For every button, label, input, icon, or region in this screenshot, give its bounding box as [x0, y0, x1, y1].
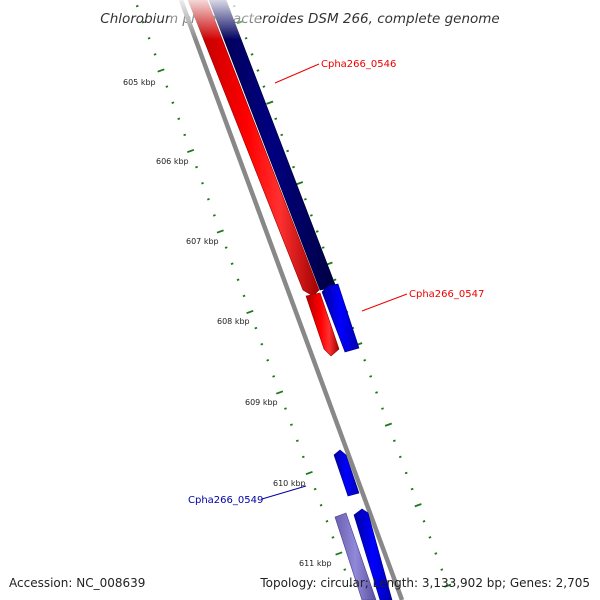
minor-tick	[301, 455, 305, 459]
minor-tick	[381, 407, 384, 410]
minor-tick	[404, 471, 408, 475]
minor-tick	[325, 520, 329, 523]
minor-tick	[422, 520, 426, 523]
outer-tick-track	[232, 4, 452, 588]
minor-tick	[250, 53, 254, 56]
minor-tick	[375, 391, 378, 394]
minor-tick	[171, 101, 175, 104]
minor-tick	[440, 568, 444, 571]
minor-tick	[141, 20, 145, 24]
minor-tick	[274, 117, 278, 121]
minor-tick	[363, 359, 367, 362]
minor-tick	[321, 246, 325, 249]
gene-label-cpha266-0546[interactable]: Cpha266_0546	[321, 59, 396, 70]
major-tick	[246, 309, 254, 315]
minor-tick	[212, 214, 216, 217]
gene-labels: Cpha266_0546 Cpha266_0547 Cpha266_0549	[188, 59, 484, 506]
minor-tick	[266, 359, 270, 362]
major-tick	[266, 100, 274, 105]
gene-label-cpha266-0549[interactable]: Cpha266_0549	[188, 495, 263, 506]
minor-tick	[135, 4, 139, 8]
gene-feature-cpha266-0546[interactable]	[187, 0, 320, 297]
gene-feature-cpha266-0547[interactable]	[305, 292, 340, 357]
minor-tick	[280, 133, 284, 137]
minor-tick	[398, 455, 402, 459]
minor-tick	[286, 149, 290, 153]
minor-tick	[292, 165, 295, 169]
minor-tick	[256, 69, 260, 72]
minor-tick	[262, 85, 266, 88]
minor-tick	[333, 278, 337, 282]
minor-tick	[165, 85, 169, 88]
tick-label: 607 kbp	[186, 237, 219, 246]
major-tick	[414, 503, 422, 508]
minor-tick	[428, 536, 432, 539]
major-tick	[186, 148, 195, 154]
tick-labels: 605 kbp 606 kbp 607 kbp 608 kbp 609 kbp …	[123, 78, 332, 568]
gene-feature-pale[interactable]	[334, 512, 377, 600]
minor-tick	[195, 165, 198, 169]
minor-tick	[343, 568, 347, 571]
accession-text: Accession: NC_008639	[9, 576, 145, 590]
feature-track	[170, 0, 393, 600]
genome-backbone	[178, 0, 405, 600]
genome-summary-text: Topology: circular; Length: 3,133,902 bp…	[259, 576, 590, 590]
tick-label: 610 kbp	[273, 479, 306, 488]
minor-tick	[260, 342, 264, 346]
leader-line-cpha266-0547	[361, 293, 408, 312]
major-tick	[335, 551, 343, 556]
leader-line-cpha266-0549	[261, 485, 307, 500]
top-fade	[170, 0, 260, 40]
minor-tick	[434, 552, 438, 555]
tick-label: 608 kbp	[217, 317, 250, 326]
minor-tick	[331, 536, 335, 539]
major-tick	[157, 68, 165, 73]
gene-feature-reverse-blue[interactable]	[321, 283, 360, 353]
minor-tick	[290, 423, 293, 426]
minor-tick	[183, 133, 187, 137]
minor-tick	[349, 584, 353, 587]
gene-label-cpha266-0547[interactable]: Cpha266_0547	[409, 289, 484, 300]
minor-tick	[201, 181, 204, 185]
major-tick	[295, 181, 304, 186]
map-title: Chlorobium phaeobacteroides DSM 266, com…	[100, 11, 499, 27]
major-tick	[305, 470, 313, 476]
minor-tick	[295, 439, 299, 443]
minor-tick	[236, 278, 240, 282]
minor-tick	[224, 246, 228, 249]
gene-feature-cpha266-0549[interactable]	[333, 449, 360, 497]
major-tick	[275, 390, 284, 395]
minor-tick	[206, 198, 210, 201]
tick-label: 606 kbp	[156, 157, 189, 166]
leader-line-cpha266-0546	[274, 63, 320, 84]
major-tick	[444, 583, 452, 588]
minor-tick	[177, 117, 181, 121]
gene-feature-blue-lower[interactable]	[353, 508, 393, 600]
minor-tick	[147, 37, 151, 40]
minor-tick	[309, 214, 313, 217]
minor-tick	[410, 487, 414, 491]
inner-tick-track	[135, 4, 353, 587]
minor-tick	[392, 439, 396, 443]
major-tick	[216, 229, 224, 234]
tick-label: 605 kbp	[123, 78, 156, 87]
minor-tick	[284, 407, 287, 410]
minor-tick	[272, 375, 276, 378]
minor-tick	[313, 487, 317, 491]
minor-tick	[303, 198, 307, 201]
major-tick	[384, 422, 393, 427]
minor-tick	[319, 503, 323, 507]
minor-tick	[230, 262, 234, 265]
tick-label: 609 kbp	[245, 398, 278, 407]
minor-tick	[254, 326, 258, 330]
minor-tick	[369, 375, 373, 378]
tick-label: 611 kbp	[299, 559, 332, 568]
minor-tick	[242, 294, 246, 298]
minor-tick	[315, 230, 319, 233]
minor-tick	[153, 53, 157, 56]
